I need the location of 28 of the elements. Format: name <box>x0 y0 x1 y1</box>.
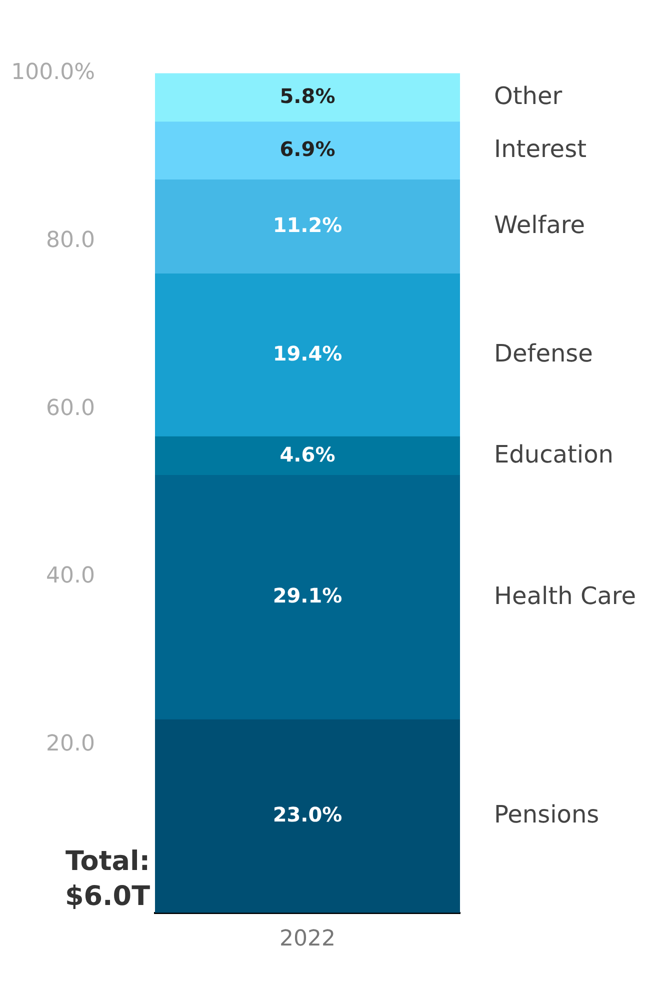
y-tick-label: 40.0 <box>46 564 95 589</box>
data-label: 6.9% <box>280 137 336 162</box>
data-label: 4.6% <box>280 442 336 466</box>
y-tick-label: 80.0 <box>46 228 95 253</box>
bar <box>155 475 460 720</box>
y-tick-label: 20.0 <box>46 732 95 757</box>
series-label: Other <box>494 82 562 110</box>
series-label: Welfare <box>494 211 586 240</box>
bar <box>155 122 460 180</box>
series-label: Health Care <box>494 582 636 610</box>
y-tick-label: 60.0 <box>46 396 95 421</box>
y-tick-label: 100.0% <box>11 60 95 85</box>
bar <box>155 436 460 476</box>
series-label: Education <box>494 440 614 468</box>
bar <box>155 719 460 913</box>
data-label: 23.0% <box>272 802 342 826</box>
series-label: Pensions <box>494 800 600 828</box>
data-label: 19.4% <box>272 342 342 366</box>
bar <box>155 180 460 274</box>
series-label: Interest <box>494 135 586 164</box>
x-tick-label: 2022 <box>280 926 336 952</box>
series-label: Defense <box>494 340 593 368</box>
data-label: 5.8% <box>280 84 336 108</box>
text: Total: $6.0T <box>64 845 150 914</box>
data-label: 29.1% <box>272 584 342 608</box>
bar <box>155 73 460 122</box>
bar <box>155 274 460 438</box>
data-label: 11.2% <box>272 213 342 238</box>
